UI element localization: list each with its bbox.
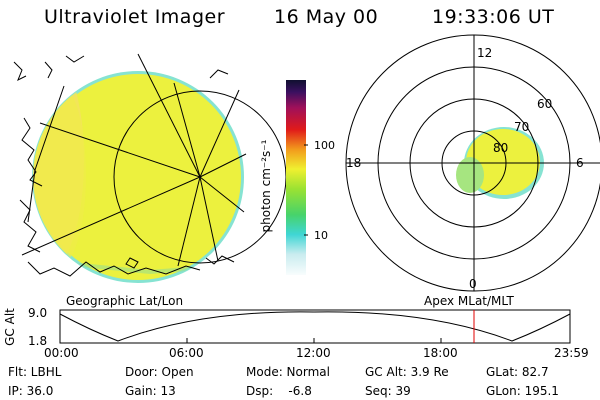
mlt-label-6: 6 bbox=[576, 156, 584, 170]
apex-label: Apex MLat/MLT bbox=[424, 294, 514, 308]
observation-time: 19:33:06 UT bbox=[432, 6, 555, 28]
timeline-y-tick-min: 1.8 bbox=[28, 334, 48, 348]
info-door: Door: Open bbox=[125, 365, 194, 379]
lat-label-70: 70 bbox=[514, 120, 530, 134]
colorbar-tick-label-100: 100 bbox=[314, 139, 335, 152]
geographic-label: Geographic Lat/Lon bbox=[66, 294, 184, 308]
timeline-x-tick-1200: 12:00 bbox=[296, 346, 331, 360]
timeline-y-tick-max: 9.0 bbox=[28, 306, 48, 320]
colorbar-tick-label-10: 10 bbox=[314, 229, 328, 242]
instrument-title: Ultraviolet Imager bbox=[44, 6, 226, 28]
timeline-x-tick-0000: 00:00 bbox=[44, 346, 79, 360]
observation-date: 16 May 00 bbox=[274, 6, 379, 28]
timeline-x-tick-1800: 18:00 bbox=[423, 346, 458, 360]
info-dsp: Dsp: -6.8 bbox=[246, 384, 312, 398]
timeline-x-tick-0600: 06:00 bbox=[169, 346, 204, 360]
altitude-curve bbox=[59, 311, 571, 342]
color-bar bbox=[286, 80, 308, 275]
mlt-label-12: 12 bbox=[477, 46, 493, 60]
info-filter: Flt: LBHL bbox=[8, 365, 62, 379]
timeline-y-label: GC Alt bbox=[3, 308, 17, 346]
mlt-label-0: 0 bbox=[469, 277, 477, 291]
info-ip: IP: 36.0 bbox=[8, 384, 54, 398]
info-seq: Seq: 39 bbox=[365, 384, 411, 398]
info-glon: GLon: 195.1 bbox=[486, 384, 559, 398]
timeline-x-tick-2359: 23:59 bbox=[554, 346, 589, 360]
info-glat: GLat: 82.7 bbox=[486, 365, 549, 379]
mlt-label-18: 18 bbox=[346, 156, 362, 170]
lat-label-60: 60 bbox=[537, 97, 553, 111]
coastlines bbox=[13, 55, 235, 277]
info-gc-alt: GC Alt: 3.9 Re bbox=[365, 365, 449, 379]
info-mode: Mode: Normal bbox=[246, 365, 330, 379]
info-gain: Gain: 13 bbox=[125, 384, 176, 398]
lat-label-80: 80 bbox=[493, 141, 509, 155]
